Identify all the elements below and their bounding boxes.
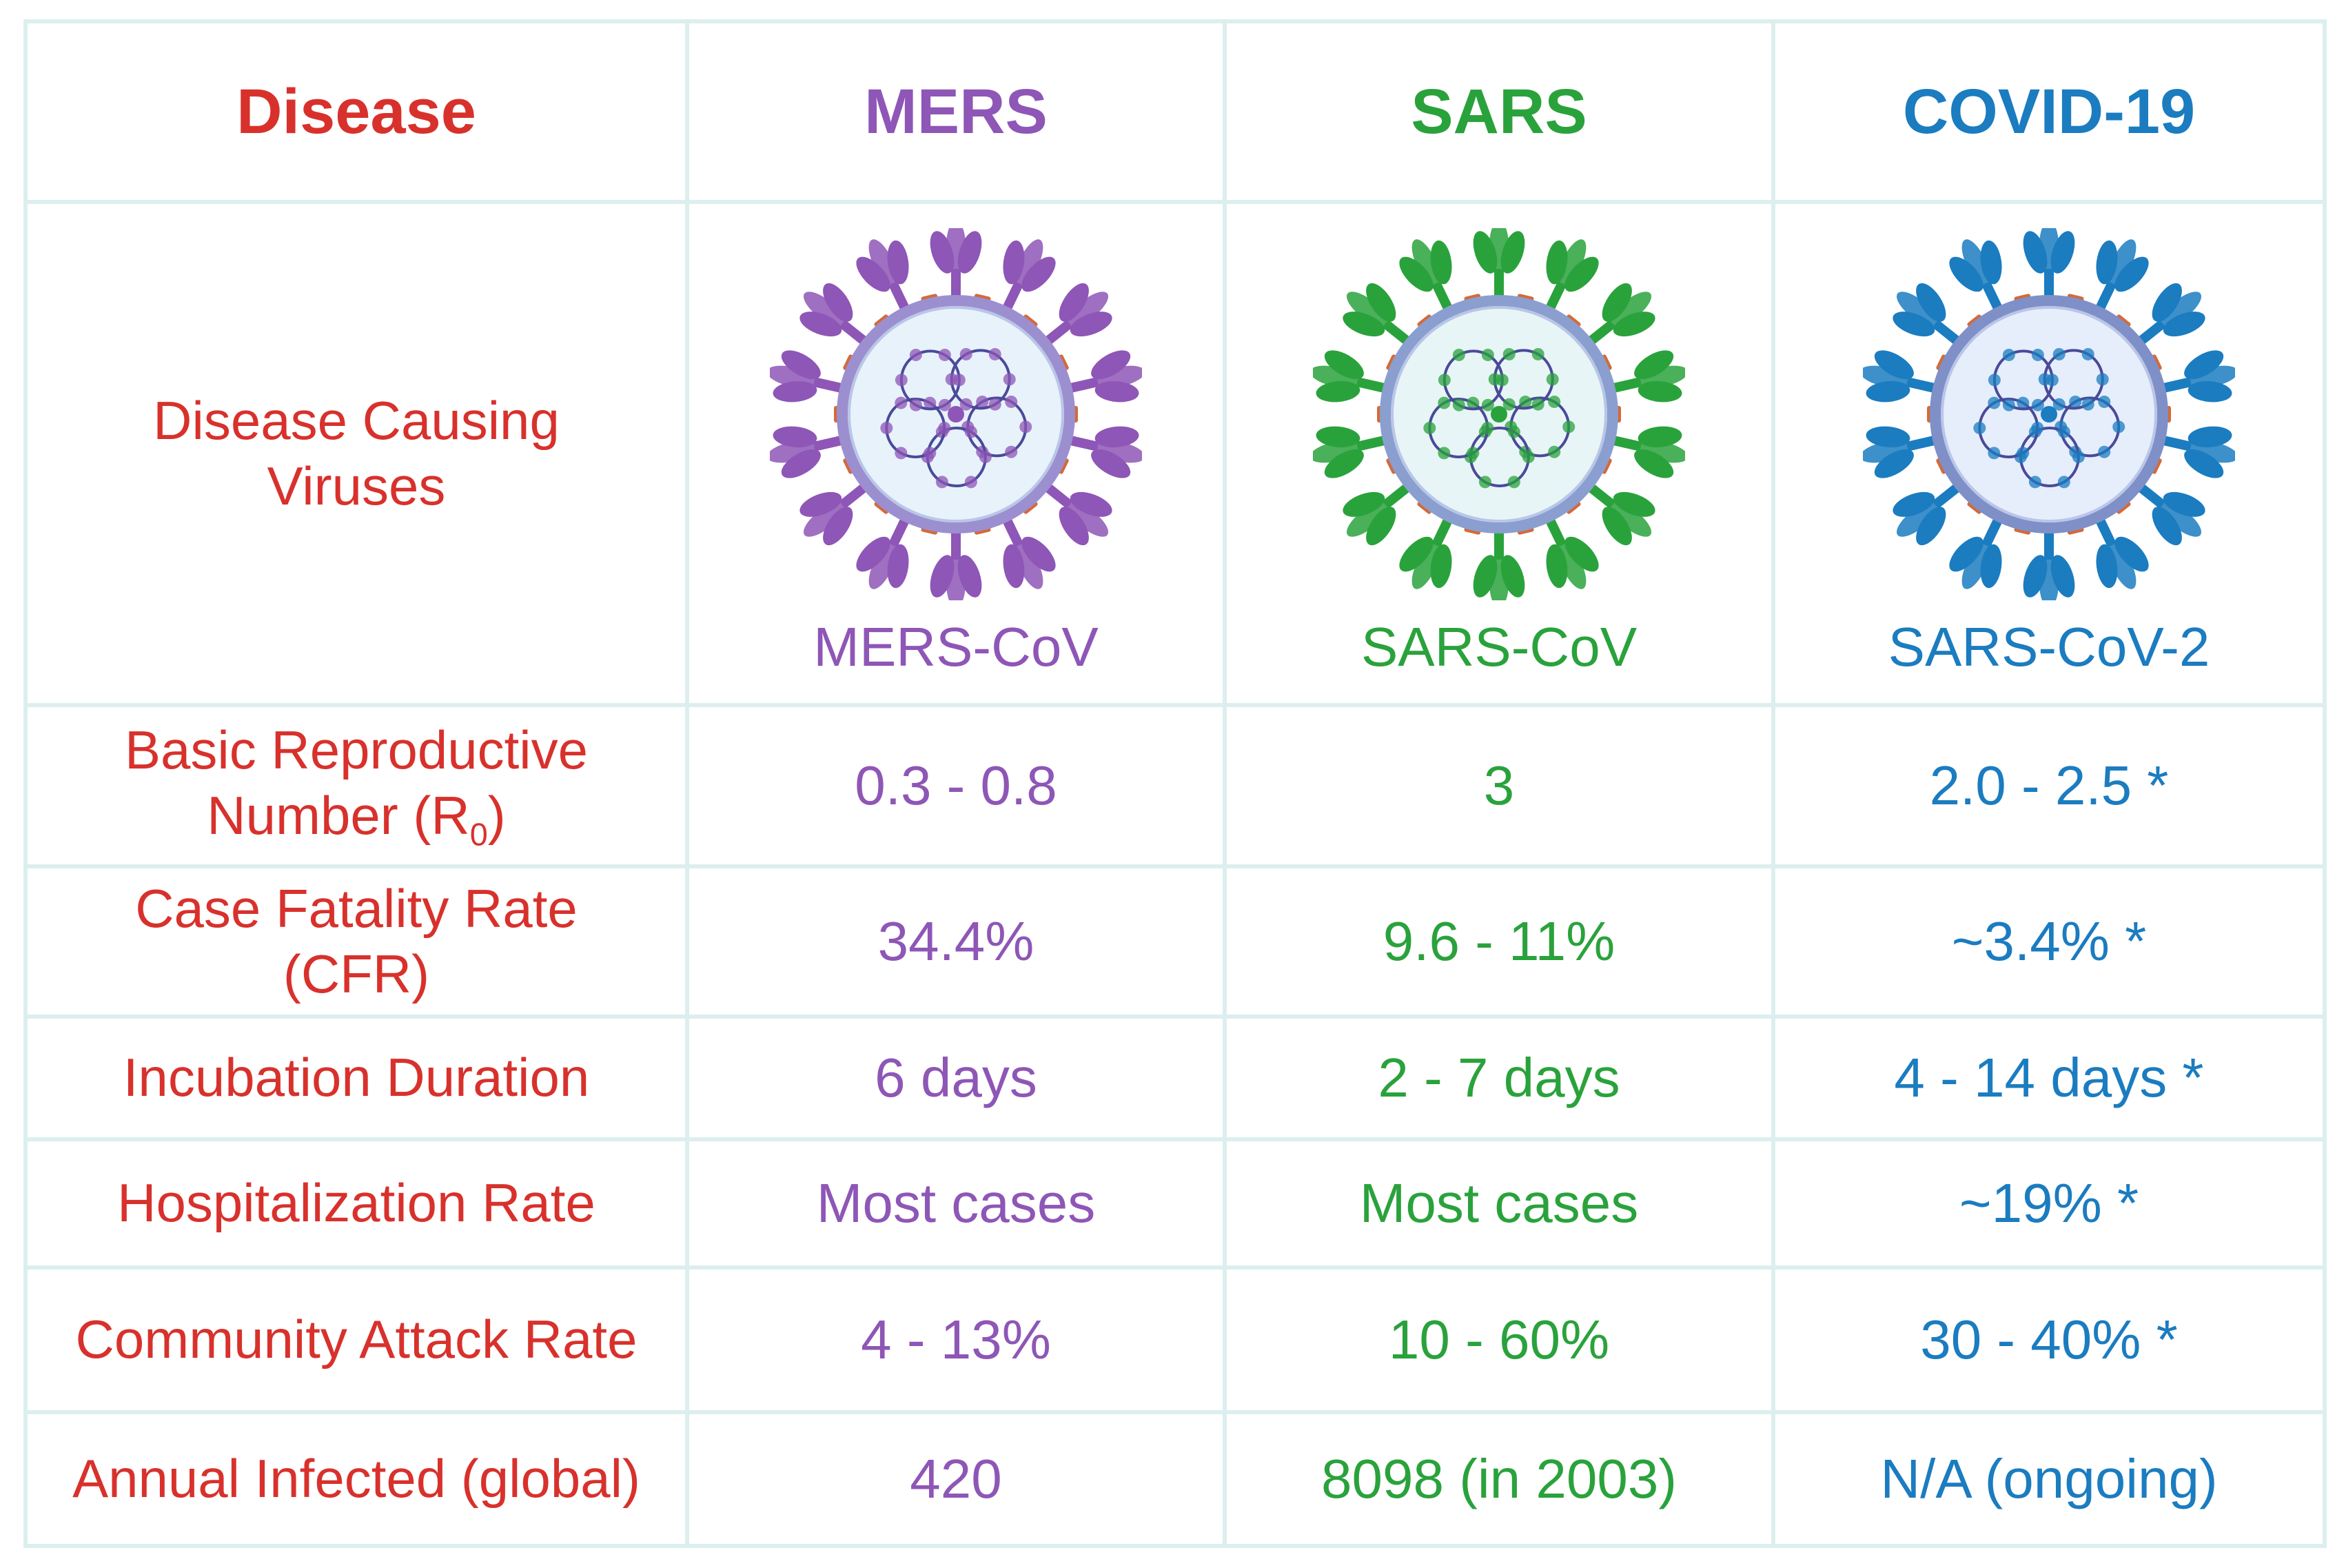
cell-covid-virus: SARS-CoV-2 bbox=[1771, 200, 2327, 707]
spike-protein bbox=[1863, 350, 1943, 403]
header-sars: SARS bbox=[1223, 19, 1775, 204]
spike-protein bbox=[2132, 283, 2205, 349]
cell-sars-virus: SARS-CoV bbox=[1223, 200, 1775, 707]
spike-protein bbox=[770, 426, 850, 478]
cell-covid-annual: N/A (ongoing) bbox=[1771, 1410, 2327, 1548]
row-hospitalization: Hospitalization Rate Most cases Most cas… bbox=[23, 1137, 2327, 1270]
cell-sars-r0: 3 bbox=[1223, 703, 1775, 868]
cell-mers-annual: 420 bbox=[685, 1410, 1227, 1548]
covid-virus-icon bbox=[1863, 228, 2235, 600]
cell-mers-hospitalization: Most cases bbox=[685, 1137, 1227, 1270]
cell-mers-attack: 4 - 13% bbox=[685, 1265, 1227, 1414]
mers-virus-icon bbox=[770, 228, 1142, 600]
cell-sars-incubation: 2 - 7 days bbox=[1223, 1015, 1775, 1141]
label-incubation: Incubation Duration bbox=[23, 1015, 689, 1141]
header-row: Disease MERS SARS COVID-19 bbox=[23, 19, 2327, 204]
label-attack-rate: Community Attack Rate bbox=[23, 1265, 689, 1414]
spike-protein bbox=[1582, 283, 1655, 349]
label-cfr: Case Fatality Rate (CFR) bbox=[23, 864, 689, 1019]
cell-mers-cfr: 34.4% bbox=[685, 864, 1227, 1019]
row-viruses: Disease Causing Viruses MERS-CoV SARS-Co… bbox=[23, 200, 2327, 707]
cell-sars-hospitalization: Most cases bbox=[1223, 1137, 1775, 1270]
row-r0: Basic Reproductive Number (R0) 0.3 - 0.8… bbox=[23, 703, 2327, 868]
rna-strand bbox=[1973, 347, 2125, 489]
spike-protein bbox=[1000, 511, 1056, 589]
row-cfr: Case Fatality Rate (CFR) 34.4% 9.6 - 11%… bbox=[23, 864, 2327, 1019]
cell-mers-r0: 0.3 - 0.8 bbox=[685, 703, 1227, 868]
spike-protein bbox=[1343, 480, 1416, 546]
spike-protein bbox=[1343, 283, 1416, 349]
label-annual-infected: Annual Infected (global) bbox=[23, 1410, 689, 1548]
comparison-table: Disease MERS SARS COVID-19 Disease Causi… bbox=[23, 19, 2327, 1548]
spike-protein bbox=[1473, 524, 1525, 600]
cell-mers-incubation: 6 days bbox=[685, 1015, 1227, 1141]
sars-virus-icon bbox=[1313, 228, 1685, 600]
spike-protein bbox=[930, 524, 982, 600]
spike-protein bbox=[1605, 350, 1685, 403]
cell-mers-virus: MERS-CoV bbox=[685, 200, 1227, 707]
label-r0: Basic Reproductive Number (R0) bbox=[23, 703, 689, 868]
rna-strand bbox=[880, 347, 1032, 489]
spike-protein bbox=[1062, 350, 1142, 403]
spike-protein bbox=[2023, 524, 2075, 600]
cell-covid-cfr: ~3.4% * bbox=[1771, 864, 2327, 1019]
spike-protein bbox=[930, 228, 982, 305]
cell-covid-attack: 30 - 40% * bbox=[1771, 1265, 2327, 1414]
cell-covid-hospitalization: ~19% * bbox=[1771, 1137, 2327, 1270]
spike-protein bbox=[1949, 511, 2005, 589]
spike-protein bbox=[856, 511, 912, 589]
header-covid: COVID-19 bbox=[1771, 19, 2327, 204]
cell-sars-attack: 10 - 60% bbox=[1223, 1265, 1775, 1414]
cell-sars-annual: 8098 (in 2003) bbox=[1223, 1410, 1775, 1548]
cell-covid-r0: 2.0 - 2.5 * bbox=[1771, 703, 2327, 868]
header-disease: Disease bbox=[23, 19, 689, 204]
spike-protein bbox=[1313, 350, 1393, 403]
rna-strand bbox=[1423, 347, 1576, 489]
cell-sars-cfr: 9.6 - 11% bbox=[1223, 864, 1775, 1019]
spike-protein bbox=[1473, 228, 1525, 305]
cell-covid-incubation: 4 - 14 days * bbox=[1771, 1015, 2327, 1141]
label-viruses: Disease Causing Viruses bbox=[23, 200, 689, 707]
spike-protein bbox=[1605, 426, 1685, 478]
row-annual-infected: Annual Infected (global) 420 8098 (in 20… bbox=[23, 1410, 2327, 1548]
row-incubation: Incubation Duration 6 days 2 - 7 days 4 … bbox=[23, 1015, 2327, 1141]
spike-protein bbox=[1000, 239, 1056, 317]
spike-protein bbox=[1863, 426, 1943, 478]
spike-protein bbox=[1543, 239, 1599, 317]
label-hospitalization: Hospitalization Rate bbox=[23, 1137, 689, 1270]
row-attack-rate: Community Attack Rate 4 - 13% 10 - 60% 3… bbox=[23, 1265, 2327, 1414]
header-mers: MERS bbox=[685, 19, 1227, 204]
spike-protein bbox=[799, 283, 873, 349]
spike-protein bbox=[2023, 228, 2075, 305]
